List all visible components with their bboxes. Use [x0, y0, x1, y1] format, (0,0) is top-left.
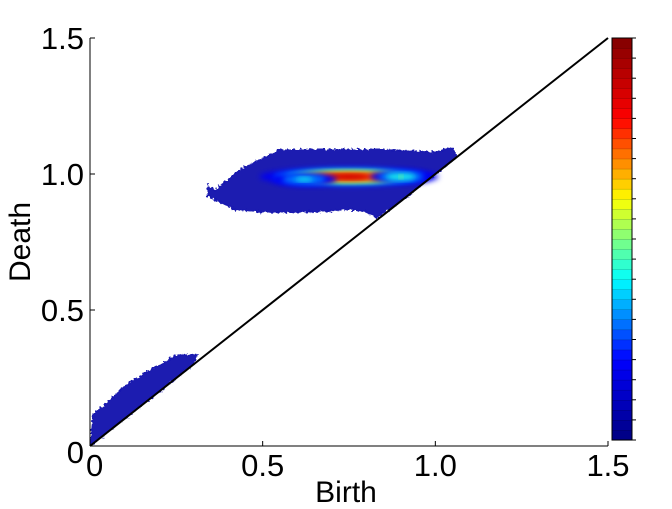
colorbar-segment: [611, 178, 633, 190]
x-tick-label: 1.5: [586, 448, 629, 483]
colorbar-segment: [611, 279, 633, 290]
colorbar-segment: [611, 77, 633, 89]
colorbar-segment: [611, 148, 633, 160]
colorbar-segment: [611, 339, 633, 351]
colorbar-segment: [611, 168, 633, 180]
x-axis-label: Birth: [315, 476, 377, 504]
colorbar-segment: [611, 409, 633, 421]
colorbar-segment: [611, 238, 633, 250]
y-axis-label: Death: [4, 202, 37, 282]
x-tick-label: 0.5: [241, 448, 284, 483]
hotspot-3-level-3: [295, 177, 314, 182]
colorbar-segment: [611, 289, 633, 300]
colorbar-segment: [611, 419, 633, 431]
colorbar-segment: [611, 309, 633, 321]
colorbar-segment: [611, 349, 633, 361]
colorbar-segment: [611, 98, 633, 109]
colorbar-segment: [611, 67, 633, 79]
colorbar-segment: [611, 329, 633, 341]
y-tick-label: 1.0: [41, 157, 84, 192]
colorbar: [611, 37, 636, 441]
density-regions: [90, 146, 457, 446]
colorbar-segment: [611, 218, 633, 230]
diagonal-layer: [89, 37, 609, 447]
colorbar-segment: [611, 47, 633, 59]
colorbar-segment: [611, 208, 633, 220]
colorbar-segment: [611, 268, 633, 280]
tick-labels: 0 0.5 1.0 1.5 0 0.5 1.0 1.5: [41, 21, 630, 483]
colorbar-segment: [611, 248, 633, 260]
colorbar-segment: [611, 399, 633, 411]
colorbar-segment: [611, 188, 633, 200]
colorbar-segment: [611, 228, 633, 240]
colorbar-segment: [611, 369, 633, 381]
colorbar-segment: [611, 57, 633, 69]
hotspot-2-level-4: [398, 175, 403, 179]
x-tick-label: 1.0: [414, 448, 457, 483]
colorbar-segment: [611, 88, 633, 99]
x-tick-label: 0: [86, 448, 103, 483]
hotspot-1-level-7: [329, 174, 369, 179]
y-tick-label: 0: [67, 435, 84, 470]
colorbar-segment: [611, 379, 633, 391]
colorbar-segment: [611, 389, 633, 401]
axes: [89, 37, 609, 447]
colorbar-segment: [611, 198, 633, 210]
density-hotspots: [259, 167, 439, 186]
colorbar-segment: [611, 429, 633, 441]
colorbar-segment: [611, 158, 633, 170]
y-tick-label: 0.5: [41, 293, 84, 328]
colorbar-segment: [611, 118, 633, 130]
colorbar-segment: [611, 299, 633, 310]
colorbar-segment: [611, 37, 633, 49]
colorbar-segment: [611, 138, 633, 150]
colorbar-segment: [611, 128, 633, 140]
colorbar-segment: [611, 258, 633, 270]
colorbar-segment: [611, 108, 633, 119]
colorbar-segment: [611, 319, 633, 331]
diagonal-line: [89, 37, 609, 447]
y-tick-label: 1.5: [41, 21, 84, 56]
colorbar-segment: [611, 359, 633, 371]
